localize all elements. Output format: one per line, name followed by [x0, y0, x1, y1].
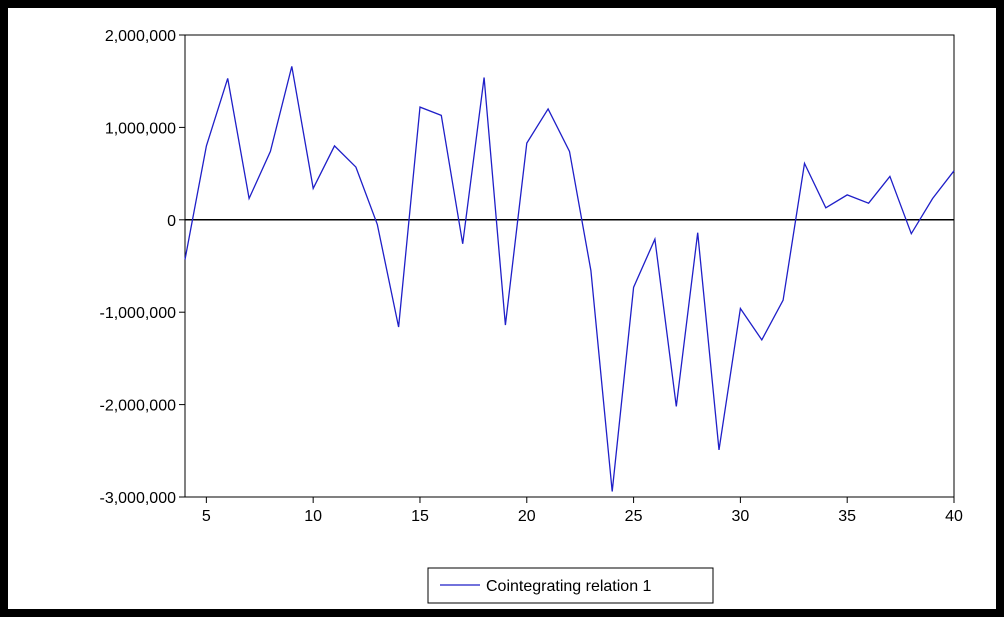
- x-tick-label: 30: [731, 508, 749, 525]
- x-tick-label: 5: [202, 508, 211, 525]
- x-tick-label: 20: [518, 508, 536, 525]
- series-line-cointegrating-relation-1: [184, 66, 955, 492]
- axis-ticks: [179, 34, 955, 503]
- x-axis-tick-labels: 5 10 15 20 25 30 35 40: [202, 508, 963, 525]
- y-tick-label: 0: [167, 213, 176, 230]
- y-tick-label: -2,000,000: [99, 398, 176, 415]
- y-axis-tick-labels: 2,000,000 1,000,000 0 -1,000,000 -2,000,000 -…: [99, 28, 176, 507]
- legend-label: Cointegrating relation 1: [486, 578, 652, 595]
- x-tick-label: 40: [945, 508, 963, 525]
- plot-area: [184, 34, 955, 498]
- line-chart: 2,000,000 1,000,000 0 -1,000,000 -2,000,000 -…: [99, 28, 963, 604]
- y-tick-label: 2,000,000: [105, 28, 176, 45]
- y-tick-label: -1,000,000: [99, 305, 176, 322]
- legend: Cointegrating relation 1: [427, 567, 714, 604]
- y-tick-label: -3,000,000: [99, 490, 176, 507]
- x-tick-label: 35: [838, 508, 856, 525]
- x-tick-label: 25: [625, 508, 643, 525]
- chart-frame: 2,000,000 1,000,000 0 -1,000,000 -2,000,000 -…: [8, 8, 996, 609]
- x-tick-label: 10: [304, 508, 322, 525]
- x-tick-label: 15: [411, 508, 429, 525]
- y-tick-label: 1,000,000: [105, 120, 176, 137]
